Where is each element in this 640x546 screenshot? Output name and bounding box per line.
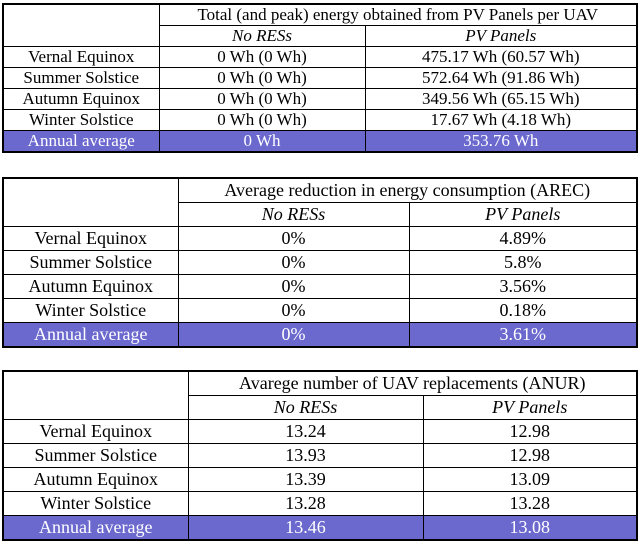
cell-no-ress: 13.46 xyxy=(187,515,424,541)
cell-no-ress: 0 Wh (0 Wh) xyxy=(158,67,366,89)
cell-pv-panels: 5.8% xyxy=(408,250,638,275)
col-header-no-ress: No RESs xyxy=(187,395,424,420)
row-label: Autumn Equinox xyxy=(2,467,189,492)
cell-no-ress: 13.39 xyxy=(187,467,424,492)
table-row: Vernal Equinox 0 Wh (0 Wh) 475.17 Wh (60… xyxy=(2,46,638,68)
table-anur: Avarege number of UAV replacements (ANUR… xyxy=(2,370,638,541)
table-row: Autumn Equinox 13.39 13.09 xyxy=(2,467,638,492)
cell-no-ress: 13.93 xyxy=(187,443,424,468)
empty-corner-cell xyxy=(2,370,189,420)
cell-pv-panels: 17.67 Wh (4.18 Wh) xyxy=(364,109,638,131)
cell-pv-panels: 4.89% xyxy=(408,226,638,251)
cell-pv-panels: 3.56% xyxy=(408,274,638,299)
empty-corner-cell xyxy=(2,3,160,47)
cell-no-ress: 0 Wh (0 Wh) xyxy=(158,46,366,68)
table-row: Summer Solstice 0 Wh (0 Wh) 572.64 Wh (9… xyxy=(2,67,638,89)
annual-average-row: Annual average 0% 3.61% xyxy=(2,322,638,348)
cell-no-ress: 0% xyxy=(177,226,410,251)
cell-no-ress: 13.24 xyxy=(187,419,424,444)
cell-pv-panels: 3.61% xyxy=(408,322,638,348)
table-title: Total (and peak) energy obtained from PV… xyxy=(158,3,638,26)
row-label: Vernal Equinox xyxy=(2,226,179,251)
empty-corner-cell xyxy=(2,177,179,227)
header-columns-row: No RESs PV Panels xyxy=(3,395,638,420)
cell-pv-panels: 475.17 Wh (60.57 Wh) xyxy=(364,46,638,68)
col-header-no-ress: No RESs xyxy=(177,202,410,227)
table-row: Winter Solstice 13.28 13.28 xyxy=(2,491,638,516)
cell-pv-panels: 12.98 xyxy=(422,443,638,468)
cell-pv-panels: 353.76 Wh xyxy=(364,130,638,153)
table-row: Autumn Equinox 0% 3.56% xyxy=(2,274,638,299)
row-label: Vernal Equinox xyxy=(2,419,189,444)
table-title: Avarege number of UAV replacements (ANUR… xyxy=(187,370,638,396)
table-row: Winter Solstice 0 Wh (0 Wh) 17.67 Wh (4.… xyxy=(2,109,638,131)
row-label: Annual average xyxy=(2,515,189,541)
cell-pv-panels: 12.98 xyxy=(422,419,638,444)
cell-pv-panels: 13.09 xyxy=(422,467,638,492)
row-label: Summer Solstice xyxy=(2,443,189,468)
header-title-row: Total (and peak) energy obtained from PV… xyxy=(2,3,638,47)
cell-no-ress: 0% xyxy=(177,250,410,275)
cell-pv-panels: 13.28 xyxy=(422,491,638,516)
cell-pv-panels: 349.56 Wh (65.15 Wh) xyxy=(364,88,638,110)
table-row: Autumn Equinox 0 Wh (0 Wh) 349.56 Wh (65… xyxy=(2,88,638,110)
cell-no-ress: 0% xyxy=(177,298,410,323)
row-label: Winter Solstice xyxy=(2,298,179,323)
table-arec: Average reduction in energy consumption … xyxy=(2,177,638,348)
table-row: Vernal Equinox 13.24 12.98 xyxy=(2,419,638,444)
row-label: Summer Solstice xyxy=(2,250,179,275)
col-header-pv-panels: PV Panels xyxy=(422,395,638,420)
cell-no-ress: 0 Wh (0 Wh) xyxy=(158,109,366,131)
header-title-row: Average reduction in energy consumption … xyxy=(2,177,638,227)
cell-no-ress: 0 Wh xyxy=(158,130,366,153)
annual-average-row: Annual average 0 Wh 353.76 Wh xyxy=(2,130,638,153)
col-header-pv-panels: PV Panels xyxy=(364,25,638,47)
row-label: Winter Solstice xyxy=(2,491,189,516)
row-label: Summer Solstice xyxy=(2,67,160,89)
annual-average-row: Annual average 13.46 13.08 xyxy=(2,515,638,541)
cell-pv-panels: 572.64 Wh (91.86 Wh) xyxy=(364,67,638,89)
header-title-row: Avarege number of UAV replacements (ANUR… xyxy=(2,370,638,420)
col-header-no-ress: No RESs xyxy=(158,25,366,47)
cell-no-ress: 13.28 xyxy=(187,491,424,516)
cell-no-ress: 0% xyxy=(177,322,410,348)
row-label: Autumn Equinox xyxy=(2,88,160,110)
cell-pv-panels: 13.08 xyxy=(422,515,638,541)
row-label: Vernal Equinox xyxy=(2,46,160,68)
table-energy-obtained: Total (and peak) energy obtained from PV… xyxy=(2,3,638,153)
row-label: Annual average xyxy=(2,322,179,348)
row-label: Autumn Equinox xyxy=(2,274,179,299)
table-row: Vernal Equinox 0% 4.89% xyxy=(2,226,638,251)
row-label: Winter Solstice xyxy=(2,109,160,131)
cell-no-ress: 0% xyxy=(177,274,410,299)
table-title: Average reduction in energy consumption … xyxy=(177,177,638,203)
table-row: Winter Solstice 0% 0.18% xyxy=(2,298,638,323)
cell-no-ress: 0 Wh (0 Wh) xyxy=(158,88,366,110)
row-label: Annual average xyxy=(2,130,160,153)
table-row: Summer Solstice 13.93 12.98 xyxy=(2,443,638,468)
table-row: Summer Solstice 0% 5.8% xyxy=(2,250,638,275)
cell-pv-panels: 0.18% xyxy=(408,298,638,323)
col-header-pv-panels: PV Panels xyxy=(408,202,638,227)
